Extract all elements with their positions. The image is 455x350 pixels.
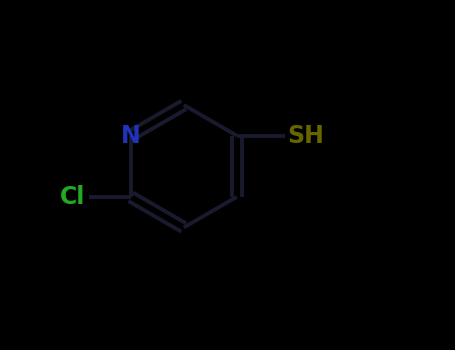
- Text: Cl: Cl: [60, 185, 85, 209]
- Text: N: N: [121, 124, 141, 148]
- Text: SH: SH: [287, 124, 324, 148]
